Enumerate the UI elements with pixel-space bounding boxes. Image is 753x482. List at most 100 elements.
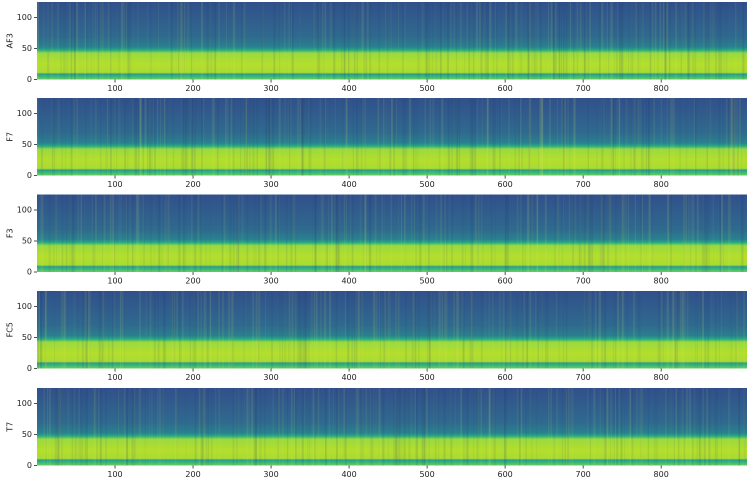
- spectrogram-streak: [477, 388, 480, 466]
- spectrogram-streak: [252, 291, 254, 369]
- spectrogram-streak: [318, 2, 321, 80]
- spectrogram-streak: [590, 291, 592, 369]
- spectrogram-streak: [217, 98, 219, 176]
- spectrogram-streak: [423, 388, 426, 466]
- spectrogram-streak: [77, 291, 79, 369]
- spectrogram-streak: [719, 194, 721, 272]
- spectrogram-streak: [231, 291, 234, 369]
- spectrogram-streak: [328, 291, 330, 369]
- spectrogram-streak: [73, 388, 76, 466]
- spectrogram-streak: [492, 388, 495, 466]
- spectrogram-streak: [194, 291, 197, 369]
- spectrogram-streak: [494, 194, 496, 272]
- spectrogram-streak: [37, 291, 40, 369]
- spectrogram-streak: [350, 194, 352, 272]
- x-tick-label: 300: [263, 180, 278, 189]
- spectrogram-streak: [713, 194, 714, 272]
- spectrogram-streak: [168, 2, 171, 80]
- spectrogram-streak: [142, 194, 145, 272]
- spectrogram-streak: [455, 388, 457, 466]
- spectrogram-streak: [602, 194, 604, 272]
- spectrogram-streak: [505, 291, 507, 369]
- spectrogram-streak: [84, 194, 86, 272]
- spectrogram-streak: [610, 388, 612, 466]
- spectrogram-streak: [636, 388, 637, 466]
- spectrogram-streak: [341, 2, 343, 80]
- spectrogram-streak: [187, 2, 190, 80]
- spectrogram-streak: [614, 194, 617, 272]
- spectrogram-streak: [499, 291, 501, 369]
- spectrogram-streak: [404, 194, 406, 272]
- spectrogram-streak: [479, 2, 481, 80]
- spectrogram-streak: [500, 291, 502, 369]
- spectrogram-streak: [253, 194, 255, 272]
- spectrogram-streak: [457, 291, 459, 369]
- spectrogram-streak: [642, 98, 644, 176]
- spectrogram-streak: [232, 194, 235, 272]
- spectrogram-streak: [744, 2, 746, 80]
- spectrogram-streak: [157, 291, 160, 369]
- spectrogram-streak: [455, 2, 457, 80]
- spectrogram-streak: [690, 194, 692, 272]
- spectrogram-streak: [323, 291, 326, 369]
- spectrogram-streak: [481, 291, 483, 369]
- spectrogram-streak: [238, 194, 240, 272]
- spectrogram-streak: [686, 98, 688, 176]
- spectrogram-panel: [37, 2, 747, 80]
- spectrogram-streak: [654, 2, 655, 80]
- x-tick-label: 300: [263, 84, 278, 93]
- spectrogram-streak: [648, 98, 651, 176]
- spectrogram-streak: [211, 388, 213, 466]
- spectrogram-streak: [313, 2, 315, 80]
- spectrogram-streak: [453, 291, 455, 369]
- spectrogram-streak: [41, 98, 43, 176]
- spectrogram-streak: [38, 291, 40, 369]
- spectrogram-streak: [190, 98, 193, 176]
- spectrogram-streak: [310, 98, 312, 176]
- spectrogram-streak: [69, 194, 72, 272]
- spectrogram-streak: [164, 98, 166, 176]
- spectrogram-streak: [372, 388, 375, 466]
- spectrogram-streak: [200, 194, 202, 272]
- spectrogram-streak: [702, 194, 704, 272]
- spectrogram-streak: [439, 2, 442, 80]
- y-tick-label: 100: [17, 399, 32, 408]
- spectrogram-streak: [127, 98, 129, 176]
- spectrogram-streak: [362, 388, 364, 466]
- spectrogram-streak: [717, 2, 719, 80]
- spectrogram-streak: [527, 2, 531, 80]
- spectrogram-streak: [541, 98, 543, 176]
- spectrogram-streak: [699, 388, 702, 466]
- y-tick-label: 100: [17, 109, 32, 118]
- spectrogram-streak: [94, 388, 97, 466]
- spectrogram-streak: [550, 2, 553, 80]
- spectrogram-streak: [468, 2, 470, 80]
- spectrogram-streak: [268, 98, 270, 176]
- spectrogram-streak: [587, 194, 590, 272]
- spectrogram-streak: [148, 98, 151, 176]
- spectrogram-streak: [85, 2, 88, 80]
- spectrogram-streak: [692, 194, 695, 272]
- spectrogram-streak: [652, 194, 654, 272]
- spectrogram-streak: [480, 388, 482, 466]
- spectrogram-streak: [61, 98, 63, 176]
- spectrogram-streak: [88, 291, 91, 369]
- spectrogram-streak: [379, 194, 381, 272]
- spectrogram-streak: [635, 2, 638, 80]
- spectrogram-panel: [37, 291, 747, 369]
- spectrogram-streak: [320, 291, 322, 369]
- spectrogram-streak: [477, 388, 480, 466]
- spectrogram-streak: [471, 194, 474, 272]
- spectrogram-streak: [363, 2, 365, 80]
- spectrogram-streak: [48, 388, 51, 466]
- spectrogram-streak: [720, 2, 723, 80]
- spectrogram-streak: [288, 291, 291, 369]
- spectrogram-streak: [443, 194, 445, 272]
- spectrogram-streak: [580, 2, 582, 80]
- spectrogram-streak: [529, 291, 532, 369]
- spectrogram-streak: [588, 194, 591, 272]
- spectrogram-streak: [332, 388, 334, 466]
- spectrogram-streak: [118, 98, 120, 176]
- spectrogram-streak: [89, 291, 91, 369]
- spectrogram-streak: [453, 291, 455, 369]
